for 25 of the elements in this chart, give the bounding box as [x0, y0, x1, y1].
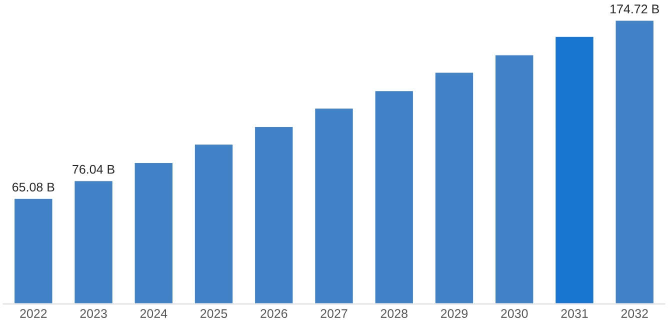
bar [133, 162, 174, 304]
x-tick-label: 2027 [320, 309, 348, 318]
x-tick-label: 2024 [140, 309, 168, 318]
bar [434, 71, 474, 304]
x-tick-label: 2029 [440, 309, 468, 318]
bar [254, 126, 294, 304]
bar [614, 20, 655, 304]
bar [374, 90, 414, 304]
bar [13, 197, 54, 304]
x-tick-label: 2032 [621, 309, 648, 318]
x-tick-label: 2030 [501, 309, 528, 318]
x-tick-label: 2026 [260, 309, 288, 318]
bar [194, 143, 234, 304]
bar [73, 180, 114, 304]
bar [494, 54, 535, 304]
bar [314, 107, 354, 304]
x-tick-label: 2025 [200, 309, 228, 318]
x-tick-label: 2023 [80, 309, 107, 318]
x-tick-label: 2031 [561, 309, 588, 318]
data-label: 65.08 B [12, 182, 54, 192]
x-tick-label: 2022 [20, 309, 47, 318]
data-label: 174.72 B [610, 4, 659, 14]
data-label: 76.04 B [72, 164, 114, 174]
x-tick-label: 2028 [380, 309, 408, 318]
bar [554, 35, 595, 304]
